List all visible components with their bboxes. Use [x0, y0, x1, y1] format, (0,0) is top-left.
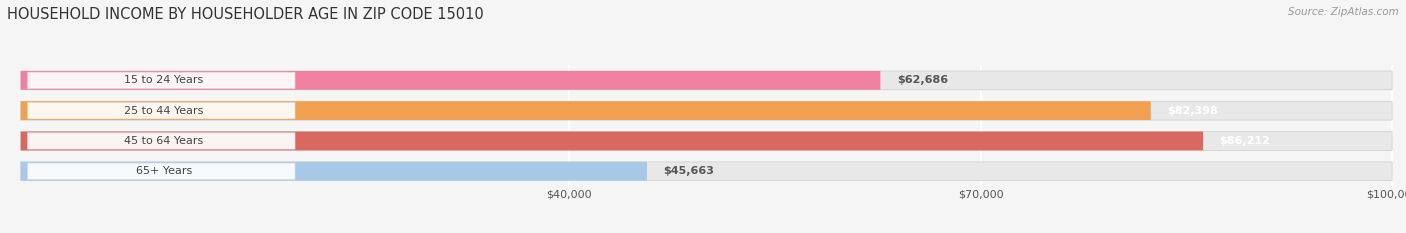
FancyBboxPatch shape — [28, 133, 295, 149]
Text: $86,212: $86,212 — [1219, 136, 1271, 146]
Text: $45,663: $45,663 — [664, 166, 714, 176]
Text: 45 to 64 Years: 45 to 64 Years — [124, 136, 204, 146]
FancyBboxPatch shape — [21, 132, 1204, 150]
FancyBboxPatch shape — [21, 132, 1392, 150]
Text: 15 to 24 Years: 15 to 24 Years — [124, 75, 204, 85]
FancyBboxPatch shape — [21, 162, 1392, 181]
FancyBboxPatch shape — [28, 163, 295, 179]
FancyBboxPatch shape — [21, 101, 1392, 120]
Text: Source: ZipAtlas.com: Source: ZipAtlas.com — [1288, 7, 1399, 17]
Text: $82,398: $82,398 — [1167, 106, 1218, 116]
FancyBboxPatch shape — [28, 103, 295, 119]
Text: 25 to 44 Years: 25 to 44 Years — [124, 106, 204, 116]
FancyBboxPatch shape — [21, 101, 1150, 120]
FancyBboxPatch shape — [21, 71, 1392, 90]
Text: $62,686: $62,686 — [897, 75, 948, 85]
FancyBboxPatch shape — [21, 162, 647, 181]
FancyBboxPatch shape — [28, 72, 295, 89]
Text: HOUSEHOLD INCOME BY HOUSEHOLDER AGE IN ZIP CODE 15010: HOUSEHOLD INCOME BY HOUSEHOLDER AGE IN Z… — [7, 7, 484, 22]
Text: 65+ Years: 65+ Years — [136, 166, 193, 176]
FancyBboxPatch shape — [21, 71, 880, 90]
